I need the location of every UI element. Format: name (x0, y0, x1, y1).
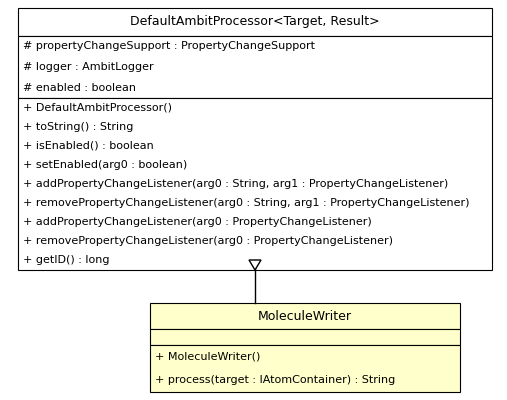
Text: + addPropertyChangeListener(arg0 : PropertyChangeListener): + addPropertyChangeListener(arg0 : Prope… (23, 217, 372, 227)
Text: + DefaultAmbitProcessor(): + DefaultAmbitProcessor() (23, 102, 172, 112)
Text: + process(target : IAtomContainer) : String: + process(target : IAtomContainer) : Str… (155, 375, 395, 385)
Text: DefaultAmbitProcessor<Target, Result>: DefaultAmbitProcessor<Target, Result> (130, 16, 380, 28)
Text: + setEnabled(arg0 : boolean): + setEnabled(arg0 : boolean) (23, 160, 187, 170)
Text: + MoleculeWriter(): + MoleculeWriter() (155, 352, 261, 362)
Text: # propertyChangeSupport : PropertyChangeSupport: # propertyChangeSupport : PropertyChange… (23, 41, 315, 51)
Bar (150, 345, 460, 392)
Bar (150, 303, 460, 329)
Bar (18, 36, 492, 98)
Bar (18, 98, 492, 270)
Text: # logger : AmbitLogger: # logger : AmbitLogger (23, 62, 154, 72)
Text: MoleculeWriter: MoleculeWriter (258, 310, 352, 322)
Text: # enabled : boolean: # enabled : boolean (23, 83, 136, 93)
Bar (18, 8, 492, 36)
Text: + removePropertyChangeListener(arg0 : PropertyChangeListener): + removePropertyChangeListener(arg0 : Pr… (23, 236, 393, 246)
Bar (150, 329, 460, 345)
Text: + getID() : long: + getID() : long (23, 256, 110, 266)
Text: + addPropertyChangeListener(arg0 : String, arg1 : PropertyChangeListener): + addPropertyChangeListener(arg0 : Strin… (23, 179, 448, 189)
Polygon shape (249, 260, 261, 270)
Text: + toString() : String: + toString() : String (23, 122, 133, 132)
Text: + isEnabled() : boolean: + isEnabled() : boolean (23, 141, 154, 151)
Text: + removePropertyChangeListener(arg0 : String, arg1 : PropertyChangeListener): + removePropertyChangeListener(arg0 : St… (23, 198, 469, 208)
